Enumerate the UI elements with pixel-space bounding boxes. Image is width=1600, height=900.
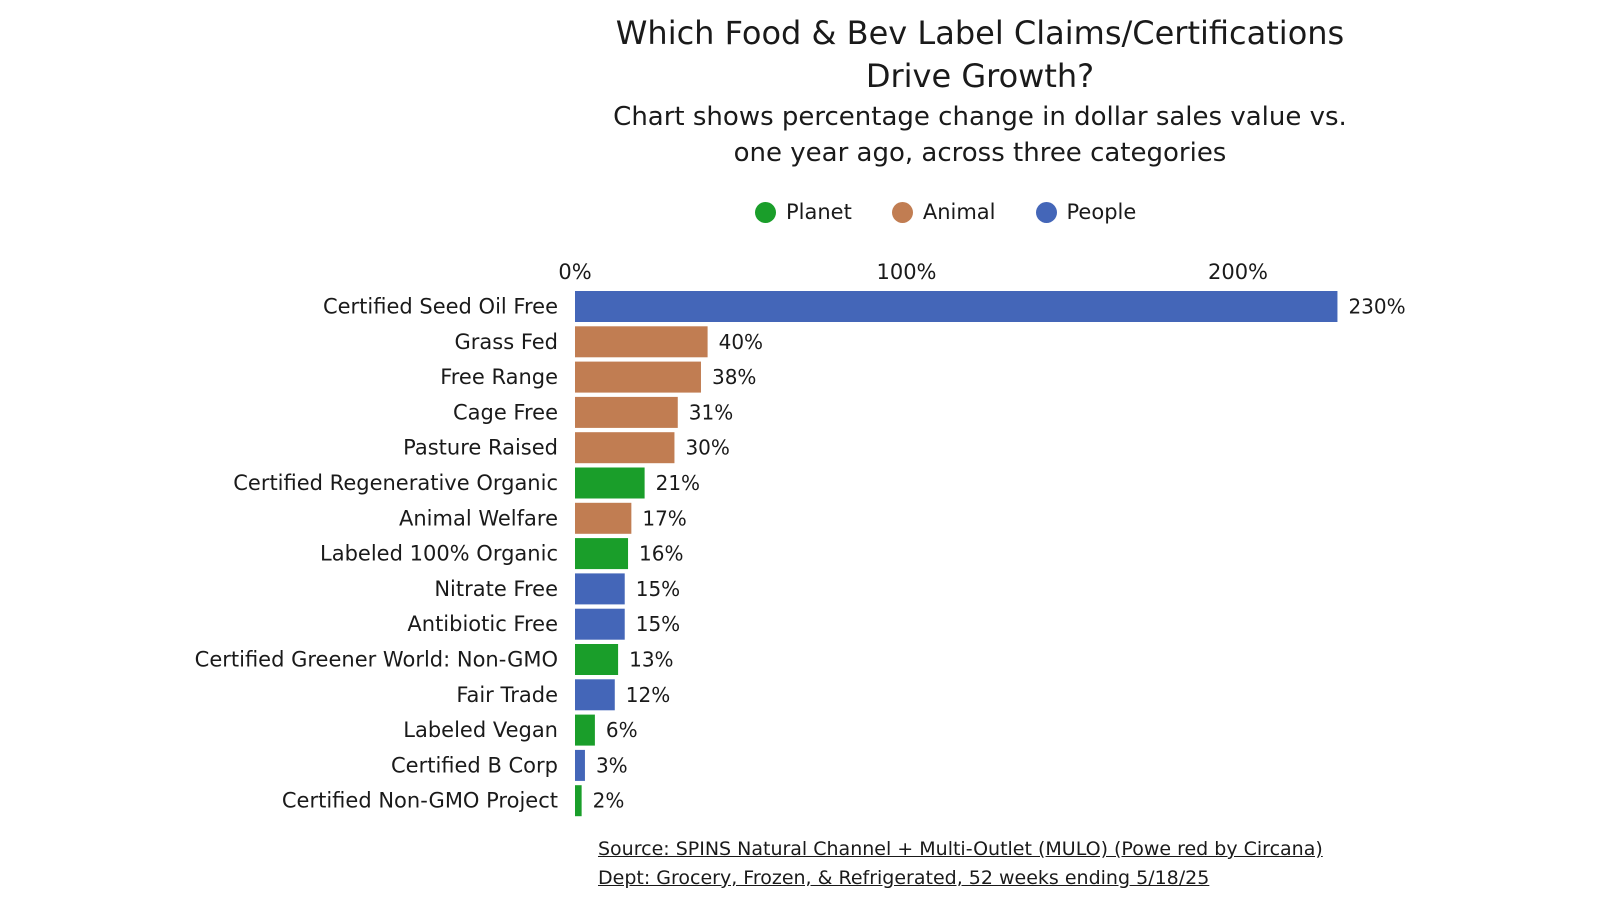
legend-item-planet: Planet: [755, 200, 852, 224]
value-label: 6%: [606, 718, 638, 742]
legend-dot-animal: [891, 201, 913, 223]
legend-label-people: People: [1066, 200, 1137, 224]
value-label: 3%: [596, 753, 628, 777]
value-label: 13%: [629, 648, 673, 672]
legend-label-animal: Animal: [922, 200, 996, 224]
value-label: 16%: [639, 542, 683, 566]
x-tick-label: 0%: [558, 260, 591, 284]
chart-subtitle-line1: Chart shows percentage change in dollar …: [613, 102, 1347, 132]
value-label: 230%: [1348, 295, 1405, 319]
bar: [575, 326, 708, 358]
bar: [575, 573, 625, 605]
legend-dot-planet: [755, 201, 776, 223]
bar: [575, 644, 619, 675]
value-label: 17%: [642, 506, 686, 530]
bar: [575, 467, 645, 499]
category-label: Free Range: [440, 365, 558, 389]
bar: [575, 291, 1338, 322]
category-label: Certified Greener World: Non-GMO: [195, 648, 558, 672]
legend-dot-people: [1035, 201, 1057, 223]
category-label: Grass Fed: [454, 330, 558, 354]
legend-item-animal: Animal: [891, 200, 996, 224]
value-label: 38%: [712, 365, 756, 389]
category-label: Labeled Vegan: [403, 718, 558, 742]
bar: [575, 749, 585, 781]
value-label: 2%: [593, 789, 625, 813]
chart-title-line1: Which Food & Bev Label Claims/Certificat…: [615, 14, 1345, 52]
value-label: 15%: [636, 612, 680, 636]
legend-item-people: People: [1035, 200, 1137, 224]
category-label: Pasture Raised: [403, 436, 558, 460]
bar: [575, 608, 625, 640]
bar: [575, 396, 678, 428]
bar: [575, 785, 582, 817]
value-label: 15%: [636, 577, 680, 601]
value-label: 30%: [685, 436, 729, 460]
legend-label-planet: Planet: [786, 200, 852, 224]
category-label: Certified Seed Oil Free: [323, 295, 558, 319]
category-label: Certified Regenerative Organic: [233, 471, 558, 495]
value-label: 21%: [656, 471, 700, 495]
chart-legend: Planet Animal People: [755, 200, 1136, 224]
x-tick-label: 100%: [876, 260, 936, 284]
category-label: Antibiotic Free: [407, 612, 558, 636]
chart-title-line2: Drive Growth?: [865, 57, 1095, 95]
source-line1: Source: SPINS Natural Channel + Multi-Ou…: [598, 838, 1323, 860]
category-label: Labeled 100% Organic: [320, 542, 558, 566]
bar: [575, 538, 629, 570]
x-tick-label: 200%: [1208, 260, 1268, 284]
chart-subtitle-line2: one year ago, across three categories: [733, 138, 1227, 168]
bar: [575, 432, 675, 464]
category-label: Animal Welfare: [399, 506, 558, 530]
bar: [575, 361, 701, 393]
bar: [575, 679, 615, 711]
bar: [575, 502, 632, 534]
category-label: Fair Trade: [456, 683, 558, 707]
category-label: Certified B Corp: [391, 753, 558, 777]
bar: [575, 714, 595, 746]
category-label: Nitrate Free: [434, 577, 558, 601]
value-label: 12%: [626, 683, 670, 707]
category-label: Cage Free: [453, 400, 558, 424]
value-label: 40%: [719, 330, 763, 354]
source-line2: Dept: Grocery, Frozen, & Refrigerated, 5…: [598, 867, 1210, 889]
value-label: 31%: [689, 400, 733, 424]
category-label: Certified Non-GMO Project: [282, 789, 558, 813]
bar-chart: 0% 100% 200% Certified Seed Oil Free 230% Gra…: [195, 260, 1406, 817]
